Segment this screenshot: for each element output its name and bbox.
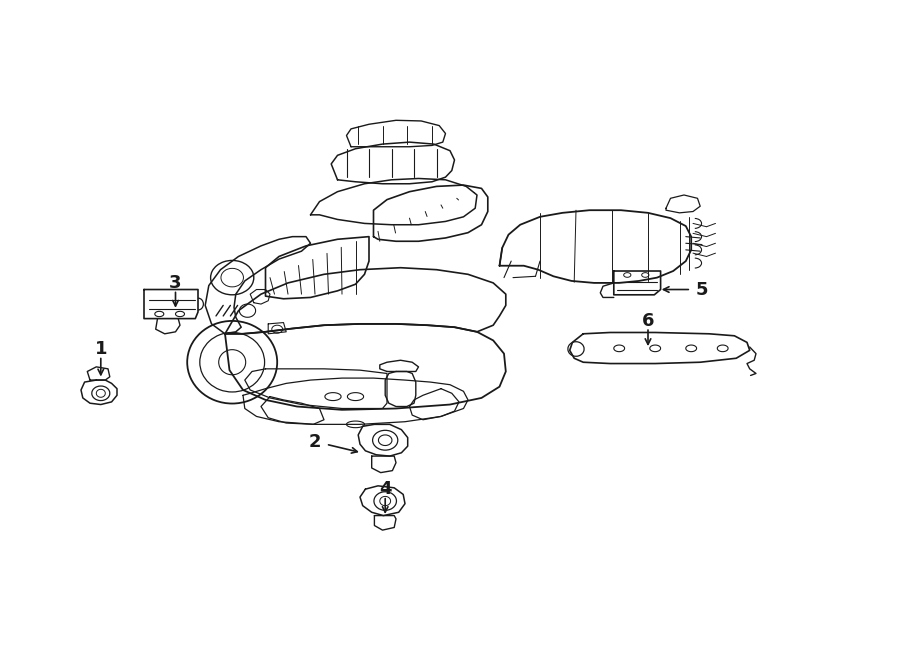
Text: 6: 6 <box>642 311 654 330</box>
Text: 4: 4 <box>379 480 392 498</box>
Text: 5: 5 <box>696 280 708 299</box>
Text: 3: 3 <box>169 274 182 292</box>
Text: 1: 1 <box>94 340 107 358</box>
Text: 2: 2 <box>309 432 321 451</box>
